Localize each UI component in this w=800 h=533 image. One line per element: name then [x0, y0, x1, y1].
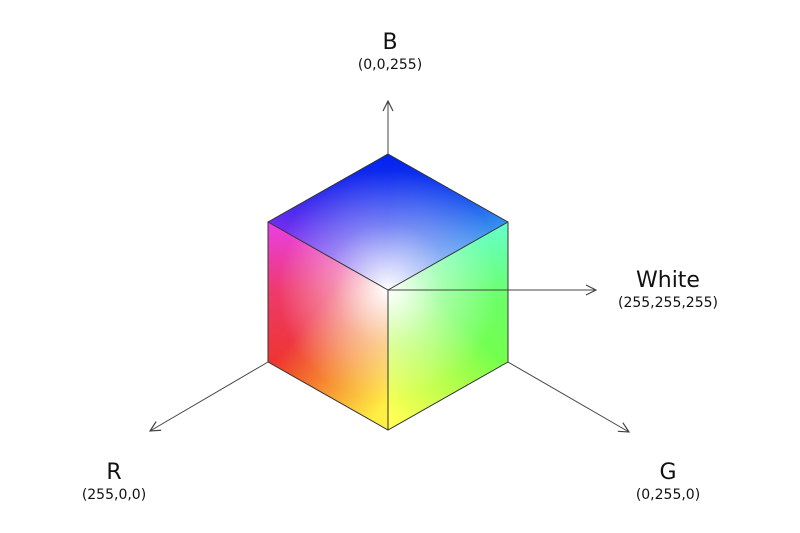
white-axis-name: White: [636, 268, 700, 293]
left-face: [268, 222, 388, 430]
b-label: B (0,0,255): [340, 30, 440, 74]
b-axis-name: B: [382, 30, 398, 55]
right-face: [388, 222, 508, 430]
g-axis-name: G: [659, 460, 677, 485]
r-axis-arrow: [150, 361, 269, 431]
cube-edges: [267, 153, 509, 431]
r-label: R (255,0,0): [54, 460, 174, 504]
g-axis-arrow: [507, 361, 629, 432]
r-axis-name: R: [106, 460, 122, 485]
g-axis-value: (0,255,0): [635, 487, 701, 503]
g-label: G (0,255,0): [608, 460, 728, 504]
b-axis-value: (0,0,255): [357, 57, 423, 73]
r-axis-value: (255,0,0): [81, 487, 147, 503]
white-axis-value: (255,255,255): [618, 295, 718, 311]
white-label: White (255,255,255): [598, 268, 738, 312]
